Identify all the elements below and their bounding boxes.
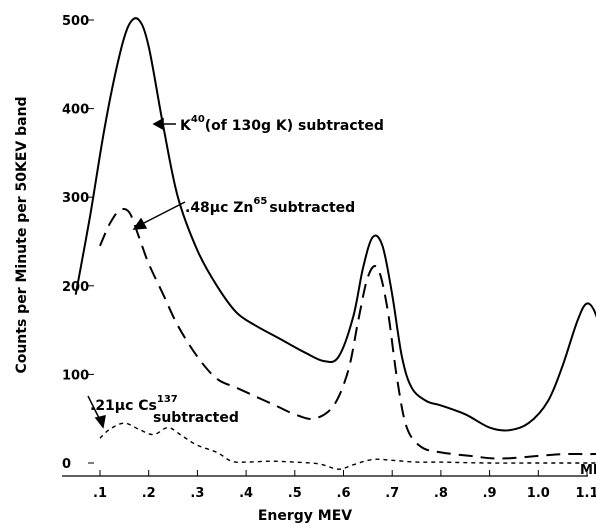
y-tick-label: 500: [62, 14, 89, 29]
x-tick-label: .3: [190, 486, 204, 501]
x-tick-label: .7: [385, 486, 399, 501]
annotation-cs137: .21μc Cs137: [90, 394, 178, 414]
x-tick-group: .1.2.3.4.5.6.7.8.91.01.11.21.31.41.5: [93, 470, 596, 501]
zn65-arrow: [139, 201, 186, 226]
x-tick-label: .1: [93, 486, 107, 501]
y-tick-group: 0 100 200 300 400 500: [62, 14, 94, 472]
x-tick-label: .4: [239, 486, 253, 501]
y-tick-label: 300: [62, 191, 89, 206]
x-axis: .1.2.3.4.5.6.7.8.91.01.11.21.31.41.5 ME: [62, 463, 596, 501]
zn65-arrowhead: [132, 217, 148, 230]
x-tick-label: .9: [483, 486, 497, 501]
cs137-arrowhead: [94, 415, 106, 429]
y-tick-label: 400: [62, 103, 89, 118]
series-k40-line: [74, 17, 596, 432]
x-corner-mark: ME: [580, 463, 596, 478]
cs137-arrow: [87, 395, 101, 421]
x-tick-label: .2: [142, 486, 156, 501]
x-tick-label: 1.1: [575, 486, 596, 501]
y-tick-label: 200: [62, 280, 89, 295]
series-cs137-line: [99, 422, 596, 470]
x-axis-label: Energy MEV: [258, 508, 352, 524]
x-tick-label: 1.0: [527, 486, 550, 501]
y-axis-label: Counts per Minute per 50KEV band: [14, 96, 30, 373]
y-axis: 0 100 200 300 400 500: [62, 14, 94, 472]
annotation-k40: K40(of 130g K) subtracted: [180, 114, 384, 134]
x-tick-label: .8: [434, 486, 448, 501]
x-tick-label: .5: [288, 486, 302, 501]
annotation-arrows: [87, 117, 186, 429]
series-zn65-line: [99, 208, 596, 460]
k40-arrowhead: [152, 117, 164, 131]
y-tick-label: 100: [62, 368, 89, 383]
y-tick-label: 0: [62, 457, 71, 472]
x-tick-label: .6: [337, 486, 351, 501]
annotation-cs137-subtracted: subtracted: [153, 410, 239, 426]
annotation-zn65: .48μc Zn65 subtracted: [185, 196, 355, 216]
